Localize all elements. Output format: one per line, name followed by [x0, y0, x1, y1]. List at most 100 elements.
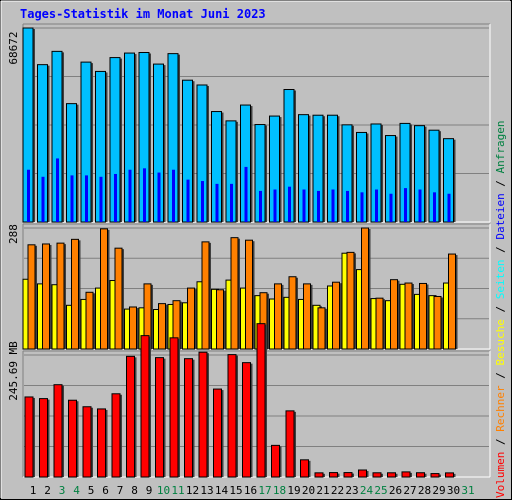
bar-rechner-day-13 — [201, 241, 210, 350]
bar-volumen-day-27 — [401, 471, 411, 478]
x-tick-label: 19 — [287, 484, 300, 497]
x-tick-label: 26 — [389, 484, 402, 497]
x-tick-label: 7 — [117, 484, 124, 497]
bar-rechner-day-16 — [245, 239, 253, 350]
bar-dateien-day-5 — [85, 175, 88, 222]
bar-rechner-day-28 — [419, 282, 427, 350]
legend-entry: / — [494, 366, 507, 386]
bar-dateien-day-17 — [259, 190, 262, 222]
bar-dateien-day-3 — [56, 158, 59, 222]
bar-volumen-day-7 — [111, 393, 121, 478]
bar-dateien-day-4 — [70, 175, 74, 222]
x-tick-label: 12 — [186, 484, 199, 497]
bar-dateien-day-26 — [389, 193, 393, 222]
bar-rechner-day-4 — [71, 238, 79, 350]
bar-volumen-day-6 — [97, 408, 106, 478]
bar-volumen-day-14 — [213, 388, 222, 478]
x-tick-label: 24 — [360, 484, 374, 497]
bar-volumen-day-3 — [53, 384, 63, 478]
bar-volumen-day-12 — [184, 358, 193, 478]
bar-dateien-day-30 — [447, 193, 451, 222]
bar-rechner-day-6 — [100, 228, 108, 350]
bar-dateien-day-28 — [418, 189, 422, 222]
bar-dateien-day-10 — [157, 172, 161, 222]
bar-rechner-day-30 — [448, 253, 456, 350]
bar-dateien-day-16 — [244, 166, 248, 222]
bar-volumen-day-9 — [140, 335, 150, 478]
bar-rechner-day-20 — [303, 283, 311, 350]
x-tick-label: 6 — [102, 484, 109, 497]
x-tick-label: 2 — [44, 484, 51, 497]
x-tick-label: 17 — [258, 484, 271, 497]
bar-volumen-day-30 — [445, 472, 454, 478]
x-tick-label: 16 — [244, 484, 257, 497]
bar-volumen-day-11 — [169, 337, 179, 478]
bar-dateien-day-24 — [360, 192, 364, 222]
bar-volumen-day-10 — [155, 357, 164, 478]
x-tick-label: 30 — [447, 484, 460, 497]
bar-volumen-day-23 — [343, 472, 353, 478]
x-tick-label: 15 — [229, 484, 242, 497]
x-tick-label: 9 — [146, 484, 153, 497]
legend-entry: / — [494, 299, 507, 319]
bar-rechner-day-19 — [288, 276, 297, 350]
bar-rechner-day-14 — [216, 289, 224, 350]
x-tick-label: 11 — [171, 484, 184, 497]
bar-rechner-day-10 — [158, 303, 166, 350]
x-tick-label: 18 — [273, 484, 286, 497]
bar-dateien-day-8 — [128, 169, 132, 222]
x-tick-label: 22 — [331, 484, 344, 497]
x-tick-label: 5 — [88, 484, 95, 497]
legend-entry: Anfragen — [494, 120, 507, 173]
bar-dateien-day-13 — [201, 181, 204, 222]
legend-entry: Besuche — [494, 319, 507, 365]
chart-title: Tages-Statistik im Monat Juni 2023 — [20, 7, 266, 21]
x-tick-label: 29 — [432, 484, 445, 497]
bar-dateien-day-1 — [27, 169, 30, 222]
bar-rechner-day-12 — [187, 287, 195, 350]
legend-entry: / — [494, 240, 507, 260]
bar-rechner-day-23 — [346, 251, 355, 350]
bar-rechner-day-3 — [56, 242, 65, 350]
x-tick-label: 27 — [403, 484, 416, 497]
bar-volumen-day-15 — [227, 354, 237, 478]
bar-rechner-day-8 — [129, 306, 137, 350]
bar-dateien-day-9 — [143, 168, 146, 222]
bar-dateien-day-29 — [433, 192, 436, 222]
series-legend: Volumen / Rechner / Besuche / Seiten / D… — [494, 120, 507, 498]
bar-rechner-day-22 — [332, 281, 340, 350]
x-tick-label: 21 — [316, 484, 329, 497]
bar-volumen-day-17 — [256, 323, 266, 478]
bar-rechner-day-26 — [390, 279, 398, 350]
bar-rechner-day-21 — [317, 307, 326, 350]
volume-panel: 245.69 MB — [7, 323, 491, 478]
x-tick-label: 25 — [374, 484, 387, 497]
bar-dateien-day-6 — [99, 176, 103, 222]
bar-volumen-day-8 — [126, 355, 135, 478]
bar-rechner-day-18 — [274, 283, 282, 350]
x-tick-label: 20 — [302, 484, 315, 497]
x-tick-label: 13 — [200, 484, 213, 497]
x-tick-label: 8 — [131, 484, 138, 497]
bar-dateien-day-18 — [273, 189, 277, 222]
legend-entry: Dateien — [494, 193, 507, 239]
bar-rechner-day-24 — [361, 227, 369, 350]
bar-dateien-day-7 — [114, 173, 117, 222]
visits-panel: 288 — [7, 223, 491, 350]
bar-dateien-day-20 — [302, 189, 306, 222]
bar-volumen-day-2 — [39, 398, 48, 478]
bar-volumen-day-18 — [271, 444, 280, 478]
bar-dateien-day-27 — [404, 188, 407, 222]
bar-volumen-day-28 — [416, 472, 425, 478]
bar-rechner-day-7 — [114, 247, 123, 350]
x-tick-label: 23 — [345, 484, 358, 497]
bar-dateien-day-11 — [172, 169, 175, 222]
bar-volumen-day-26 — [387, 472, 396, 478]
requests-panel: 68672 — [7, 23, 491, 223]
bar-rechner-day-1 — [27, 244, 36, 350]
bar-dateien-day-21 — [317, 190, 320, 222]
bar-volumen-day-21 — [314, 472, 324, 478]
bar-volumen-day-25 — [372, 472, 382, 478]
legend-entry: / — [494, 432, 507, 452]
